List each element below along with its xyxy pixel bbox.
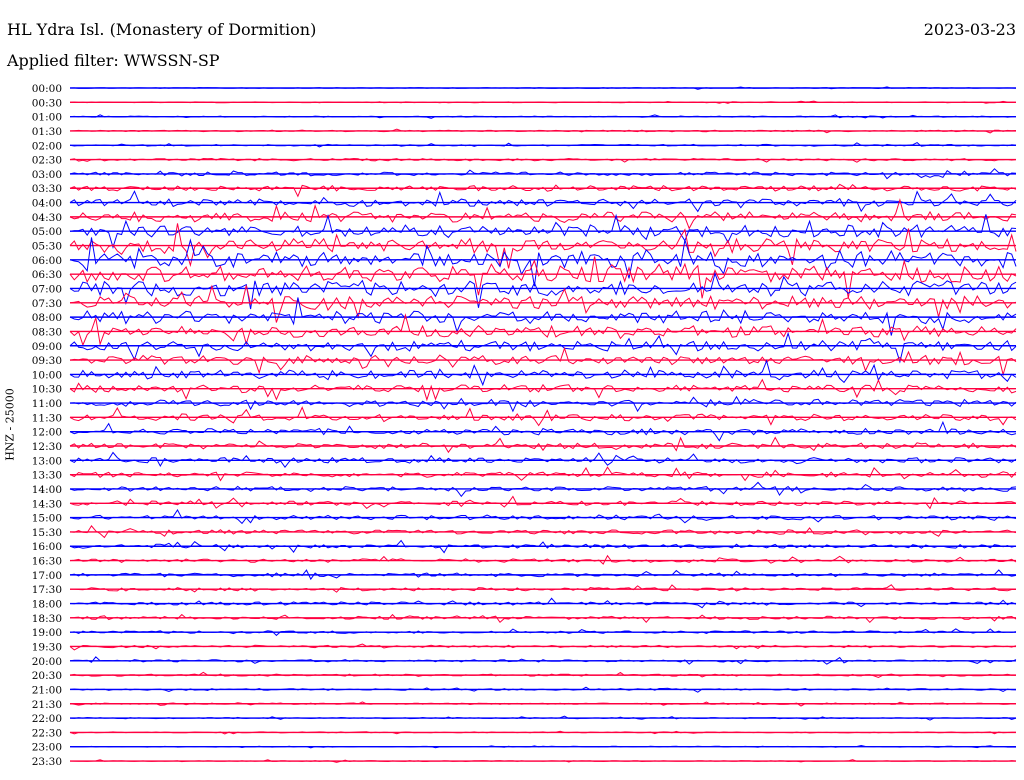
time-tick-label: 08:00 xyxy=(32,312,62,324)
trace-line xyxy=(69,183,1017,198)
station-title: HL Ydra Isl. (Monastery of Dormition) xyxy=(7,20,317,39)
trace-line xyxy=(69,331,1017,364)
time-tick-label: 05:30 xyxy=(32,241,62,253)
trace-line xyxy=(69,525,1017,539)
time-tick-label: 12:30 xyxy=(32,441,62,453)
time-tick-label: 19:00 xyxy=(32,627,62,639)
time-tick-label: 11:00 xyxy=(32,398,62,410)
time-tick-label: 00:00 xyxy=(32,83,62,95)
trace-line xyxy=(69,284,1017,323)
trace-line xyxy=(69,436,1017,454)
trace-line xyxy=(69,271,1017,310)
time-tick-label: 11:30 xyxy=(32,412,62,424)
time-tick-label: 20:30 xyxy=(32,670,62,682)
time-tick-label: 14:00 xyxy=(32,484,62,496)
time-tick-label: 00:30 xyxy=(32,97,62,109)
trace-line xyxy=(69,213,1017,250)
time-tick-label: 01:30 xyxy=(32,126,62,138)
time-tick-label: 17:30 xyxy=(32,584,62,596)
time-tick-label: 03:00 xyxy=(32,169,62,181)
trace-line xyxy=(69,597,1017,609)
time-tick-label: 03:30 xyxy=(32,183,62,195)
trace-line xyxy=(69,378,1017,402)
trace-line xyxy=(69,395,1017,413)
time-tick-label: 22:00 xyxy=(32,713,62,725)
time-tick-label: 16:30 xyxy=(32,556,62,568)
date-label: 2023-03-23 xyxy=(923,20,1016,39)
trace-line xyxy=(70,584,1016,593)
trace-line xyxy=(69,256,1017,299)
time-tick-label: 06:00 xyxy=(32,255,62,267)
time-tick-label: 15:00 xyxy=(32,513,62,525)
time-tick-label: 23:00 xyxy=(32,742,62,754)
time-tick-label: 10:30 xyxy=(32,384,62,396)
time-tick-label: 07:30 xyxy=(32,298,62,310)
time-tick-label: 13:00 xyxy=(32,455,62,467)
time-tick-label: 18:30 xyxy=(32,613,62,625)
trace-line xyxy=(69,223,1017,269)
time-tick-label: 21:30 xyxy=(32,699,62,711)
time-tick-label: 12:00 xyxy=(32,427,62,439)
time-tick-label: 10:00 xyxy=(32,369,62,381)
time-tick-label: 14:30 xyxy=(32,498,62,510)
time-tick-label: 06:30 xyxy=(32,269,62,281)
trace-line xyxy=(69,406,1017,427)
time-tick-label: 16:00 xyxy=(32,541,62,553)
trace-line xyxy=(69,190,1017,213)
trace-line xyxy=(69,466,1017,482)
time-tick-label: 08:30 xyxy=(32,326,62,338)
trace-line xyxy=(69,495,1017,510)
time-tick-label: 09:00 xyxy=(32,341,62,353)
time-tick-label: 15:30 xyxy=(32,527,62,539)
trace-line xyxy=(69,313,1017,347)
trace-line xyxy=(69,198,1017,230)
trace-line xyxy=(69,359,1017,387)
time-tick-label: 05:00 xyxy=(32,226,62,238)
time-tick-label: 02:00 xyxy=(32,140,62,152)
trace-line xyxy=(69,509,1017,525)
time-tick-label: 01:00 xyxy=(32,112,62,124)
time-tick-label: 17:00 xyxy=(32,570,62,582)
trace-line xyxy=(69,554,1017,565)
time-tick-label: 22:30 xyxy=(32,727,62,739)
time-tick-label: 18:00 xyxy=(32,599,62,611)
time-tick-label: 19:30 xyxy=(32,641,62,653)
time-tick-label: 09:30 xyxy=(32,355,62,367)
time-tick-label: 13:30 xyxy=(32,470,62,482)
time-tick-label: 02:30 xyxy=(32,155,62,167)
time-tick-label: 04:30 xyxy=(32,212,62,224)
filter-label: Applied filter: WWSSN-SP xyxy=(7,51,220,70)
time-tick-label: 20:00 xyxy=(32,656,62,668)
time-tick-label: 04:00 xyxy=(32,198,62,210)
time-tick-label: 23:30 xyxy=(32,756,62,768)
trace-line xyxy=(69,420,1017,442)
time-tick-label: 21:00 xyxy=(32,684,62,696)
time-tick-label: 07:00 xyxy=(32,283,62,295)
trace-line xyxy=(69,346,1017,377)
